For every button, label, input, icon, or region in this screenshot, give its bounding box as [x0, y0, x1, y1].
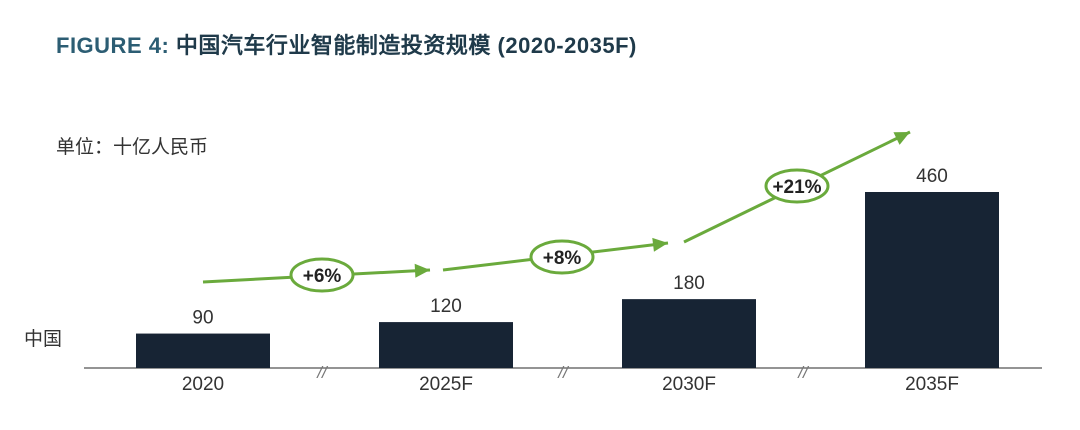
series-label: 中国: [24, 329, 63, 350]
axis-break-3: //: [797, 363, 810, 382]
growth-arrowhead-1: [414, 263, 430, 278]
axis-break-2: //: [557, 363, 570, 382]
value-label-2025F: 120: [430, 296, 462, 317]
x-tick-label-2035F: 2035F: [905, 374, 959, 395]
unit-label: 单位：十亿人民币: [56, 137, 209, 158]
growth-arrowhead-3: [893, 132, 910, 145]
growth-label-2: +8%: [543, 248, 582, 269]
x-tick-label-2020: 2020: [182, 374, 224, 395]
growth-label-3: +21%: [772, 177, 821, 198]
growth-badge-3: [764, 168, 830, 204]
value-label-2030F: 180: [673, 273, 705, 294]
value-label-2020: 90: [192, 308, 213, 329]
figure-title-text: 中国汽车行业智能制造投资规模 (2020-2035F): [175, 33, 637, 58]
axis-break-1: //: [316, 363, 329, 382]
bar-2035F: [865, 192, 999, 368]
figure-label: FIGURE 4:: [56, 33, 170, 58]
growth-badge-1: [289, 257, 355, 293]
x-tick-label-2030F: 2030F: [662, 374, 716, 395]
growth-badge-2: [529, 239, 595, 275]
bar-2030F: [622, 299, 756, 368]
growth-arrowhead-2: [652, 237, 668, 252]
bar-2025F: [379, 322, 513, 368]
chart-title: FIGURE 4: 中国汽车行业智能制造投资规模 (2020-2035F): [56, 28, 637, 60]
bar-2020: [136, 333, 270, 368]
value-label-2035F: 460: [916, 166, 948, 187]
x-tick-label-2025F: 2025F: [419, 374, 473, 395]
growth-label-1: +6%: [303, 266, 342, 287]
